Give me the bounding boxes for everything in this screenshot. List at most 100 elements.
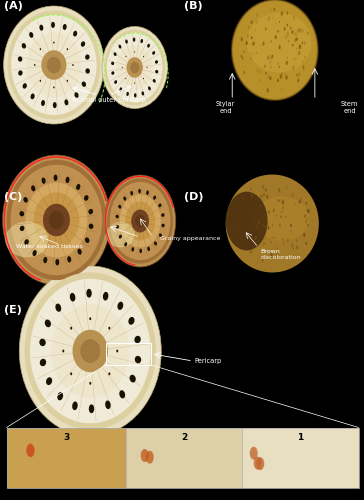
- Ellipse shape: [259, 79, 261, 83]
- Ellipse shape: [86, 289, 92, 298]
- Ellipse shape: [66, 176, 70, 183]
- Ellipse shape: [304, 214, 306, 218]
- Ellipse shape: [102, 26, 167, 108]
- Ellipse shape: [276, 253, 278, 257]
- Ellipse shape: [114, 52, 116, 56]
- Ellipse shape: [110, 182, 170, 260]
- Ellipse shape: [278, 188, 280, 192]
- Ellipse shape: [298, 28, 301, 32]
- Ellipse shape: [54, 174, 58, 181]
- Ellipse shape: [295, 202, 296, 205]
- Ellipse shape: [135, 356, 141, 364]
- Bar: [7, 428, 359, 488]
- Ellipse shape: [274, 8, 275, 11]
- Ellipse shape: [270, 241, 272, 244]
- Ellipse shape: [305, 202, 307, 205]
- Ellipse shape: [123, 196, 126, 200]
- Ellipse shape: [272, 17, 273, 19]
- Ellipse shape: [161, 214, 165, 217]
- Ellipse shape: [255, 218, 257, 220]
- Ellipse shape: [256, 236, 257, 239]
- Ellipse shape: [153, 79, 156, 82]
- Ellipse shape: [85, 238, 90, 243]
- Ellipse shape: [296, 37, 298, 41]
- Ellipse shape: [250, 52, 252, 54]
- Ellipse shape: [134, 51, 135, 52]
- Ellipse shape: [43, 204, 70, 236]
- Ellipse shape: [108, 326, 110, 330]
- Ellipse shape: [278, 199, 280, 202]
- Ellipse shape: [117, 45, 153, 90]
- Ellipse shape: [51, 22, 55, 28]
- Ellipse shape: [303, 232, 305, 237]
- Ellipse shape: [89, 317, 91, 320]
- Ellipse shape: [249, 225, 251, 228]
- Ellipse shape: [262, 44, 263, 46]
- Ellipse shape: [106, 222, 135, 248]
- Ellipse shape: [40, 80, 41, 82]
- Ellipse shape: [304, 56, 305, 59]
- Ellipse shape: [73, 30, 77, 36]
- Ellipse shape: [246, 238, 248, 242]
- Ellipse shape: [67, 80, 68, 82]
- Ellipse shape: [256, 457, 264, 470]
- Ellipse shape: [155, 70, 158, 73]
- Ellipse shape: [22, 43, 26, 49]
- Ellipse shape: [281, 74, 282, 76]
- Ellipse shape: [276, 214, 277, 216]
- Ellipse shape: [286, 57, 288, 59]
- Ellipse shape: [82, 82, 86, 87]
- Ellipse shape: [281, 11, 283, 16]
- Ellipse shape: [107, 32, 163, 102]
- Ellipse shape: [285, 74, 286, 76]
- Ellipse shape: [111, 72, 114, 75]
- Ellipse shape: [45, 320, 51, 328]
- Ellipse shape: [158, 204, 162, 208]
- Ellipse shape: [263, 187, 265, 190]
- Ellipse shape: [262, 185, 264, 188]
- Ellipse shape: [141, 449, 149, 462]
- Ellipse shape: [86, 68, 90, 73]
- Ellipse shape: [276, 198, 277, 200]
- Ellipse shape: [81, 42, 85, 47]
- Ellipse shape: [263, 42, 265, 45]
- Ellipse shape: [265, 28, 266, 30]
- Ellipse shape: [247, 12, 311, 72]
- Ellipse shape: [57, 392, 63, 400]
- Ellipse shape: [155, 60, 158, 64]
- Ellipse shape: [143, 56, 144, 57]
- Ellipse shape: [26, 32, 82, 98]
- Ellipse shape: [281, 210, 283, 214]
- Ellipse shape: [39, 24, 43, 30]
- Ellipse shape: [25, 182, 87, 258]
- Ellipse shape: [24, 239, 29, 245]
- Ellipse shape: [124, 242, 127, 246]
- Ellipse shape: [286, 24, 288, 26]
- Ellipse shape: [41, 178, 46, 184]
- Ellipse shape: [76, 184, 80, 190]
- Ellipse shape: [297, 29, 298, 32]
- Ellipse shape: [302, 60, 304, 62]
- Ellipse shape: [115, 215, 119, 218]
- Ellipse shape: [266, 88, 269, 92]
- Ellipse shape: [243, 52, 244, 54]
- Ellipse shape: [116, 225, 119, 228]
- Ellipse shape: [287, 238, 289, 242]
- Ellipse shape: [7, 10, 100, 120]
- Ellipse shape: [296, 48, 298, 50]
- Ellipse shape: [27, 444, 35, 458]
- Ellipse shape: [26, 444, 34, 456]
- Ellipse shape: [5, 222, 48, 258]
- Ellipse shape: [53, 42, 55, 43]
- Ellipse shape: [130, 374, 136, 382]
- Ellipse shape: [70, 372, 72, 376]
- Ellipse shape: [279, 66, 280, 68]
- Ellipse shape: [19, 211, 24, 216]
- Text: (D): (D): [184, 192, 203, 202]
- Ellipse shape: [47, 56, 61, 74]
- Ellipse shape: [19, 266, 161, 436]
- Ellipse shape: [116, 350, 118, 352]
- Ellipse shape: [251, 36, 253, 40]
- Ellipse shape: [64, 100, 68, 105]
- Ellipse shape: [148, 86, 151, 90]
